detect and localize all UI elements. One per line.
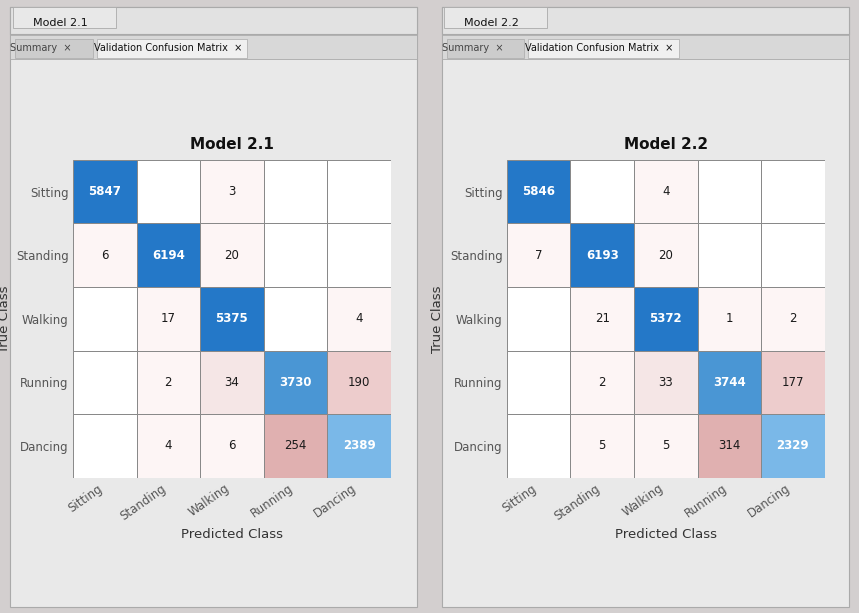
Bar [137,160,200,223]
Bar [264,287,327,351]
Text: 6: 6 [228,440,235,452]
Title: Model 2.2: Model 2.2 [624,137,708,152]
Bar [570,160,634,223]
Text: 5: 5 [662,440,669,452]
Bar [634,351,698,414]
Bar [264,351,327,414]
Bar [634,223,698,287]
Text: 3730: 3730 [279,376,312,389]
Text: 5375: 5375 [216,312,248,326]
Bar [327,287,391,351]
Text: 20: 20 [658,249,673,262]
Bar [698,351,761,414]
Text: Model 2.2: Model 2.2 [464,18,519,28]
Text: 5: 5 [599,440,606,452]
Text: 3: 3 [228,185,235,198]
Text: 1: 1 [726,312,733,326]
Bar [698,287,761,351]
Text: 314: 314 [718,440,740,452]
Text: 4: 4 [356,312,362,326]
Bar [73,223,137,287]
Text: 177: 177 [782,376,804,389]
Bar [200,160,264,223]
Title: Model 2.1: Model 2.1 [190,137,274,152]
Text: 4: 4 [165,440,172,452]
Bar [264,223,327,287]
Bar [327,351,391,414]
Text: 7: 7 [535,249,542,262]
Bar [327,414,391,478]
Text: Model 2.1: Model 2.1 [33,18,88,28]
Bar [327,223,391,287]
Bar [73,287,137,351]
X-axis label: Predicted Class: Predicted Class [615,528,716,541]
Text: 2: 2 [789,312,796,326]
Text: 17: 17 [161,312,176,326]
Bar [634,160,698,223]
Text: 4: 4 [662,185,669,198]
Bar [73,351,137,414]
Text: 5846: 5846 [522,185,555,198]
Bar [698,223,761,287]
Text: Summary  ×: Summary × [442,43,503,53]
Bar [761,160,825,223]
Bar [73,160,137,223]
Text: 190: 190 [348,376,370,389]
Text: 2329: 2329 [777,440,809,452]
Text: 5372: 5372 [649,312,682,326]
Text: 3744: 3744 [713,376,746,389]
Text: 2: 2 [599,376,606,389]
Text: Summary  ×: Summary × [10,43,72,53]
Bar [634,414,698,478]
Bar [698,414,761,478]
Y-axis label: True Class: True Class [431,285,444,352]
Bar [137,414,200,478]
Text: 6: 6 [101,249,108,262]
Text: 2: 2 [165,376,172,389]
Bar [327,160,391,223]
Bar [137,287,200,351]
Bar [570,351,634,414]
Text: 21: 21 [594,312,610,326]
Bar [73,414,137,478]
Y-axis label: True Class: True Class [0,285,10,352]
Bar [137,223,200,287]
Bar [507,287,570,351]
Bar [507,414,570,478]
Text: 6194: 6194 [152,249,185,262]
Text: 2389: 2389 [343,440,375,452]
Bar [264,160,327,223]
Bar [137,351,200,414]
Bar [761,414,825,478]
Bar [200,287,264,351]
Bar [200,223,264,287]
Text: Validation Confusion Matrix  ×: Validation Confusion Matrix × [526,43,673,53]
Bar [200,351,264,414]
Bar [507,160,570,223]
Bar [570,414,634,478]
Bar [507,223,570,287]
Text: 5847: 5847 [88,185,121,198]
Bar [264,414,327,478]
Text: 20: 20 [224,249,240,262]
Bar [570,223,634,287]
Text: 34: 34 [224,376,240,389]
Bar [507,351,570,414]
Bar [698,160,761,223]
Text: 33: 33 [658,376,673,389]
Bar [200,414,264,478]
Text: Validation Confusion Matrix  ×: Validation Confusion Matrix × [94,43,242,53]
Text: 6193: 6193 [586,249,618,262]
Bar [761,351,825,414]
Bar [761,223,825,287]
X-axis label: Predicted Class: Predicted Class [181,528,283,541]
Bar [761,287,825,351]
Text: 254: 254 [284,440,307,452]
Bar [570,287,634,351]
Bar [634,287,698,351]
